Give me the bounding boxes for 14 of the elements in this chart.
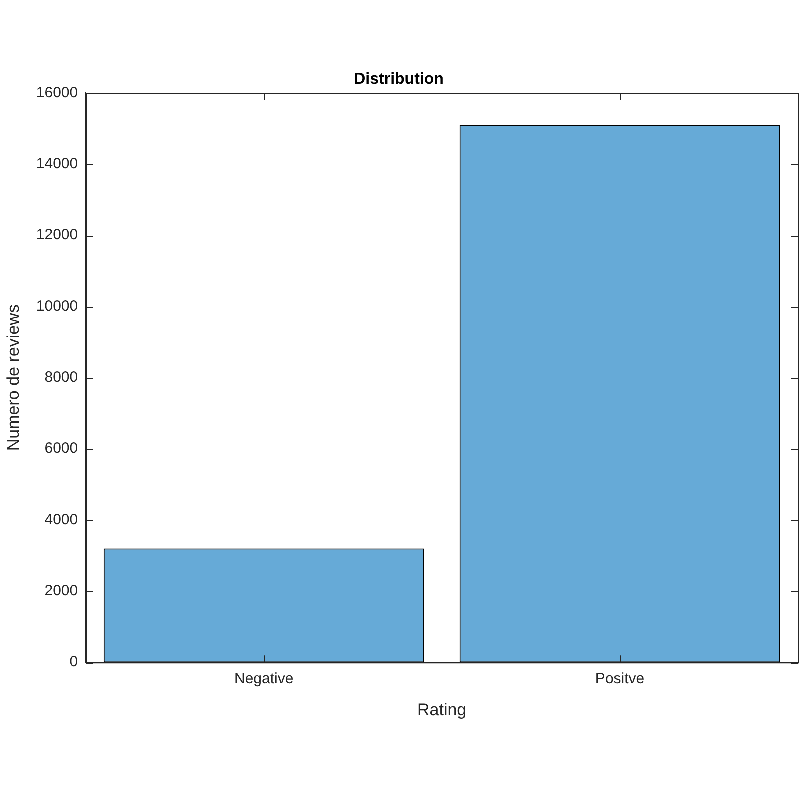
y-tick-label: 4000 xyxy=(44,511,78,528)
y-tick-label: 6000 xyxy=(44,440,78,458)
y-tick-label: 14000 xyxy=(36,156,78,173)
y-tick-label: 2000 xyxy=(44,582,78,600)
y-tick-label: 10000 xyxy=(36,298,78,315)
y-axis-title: Numero de reviews xyxy=(4,304,23,452)
x-tick-label: Negative xyxy=(234,670,294,688)
x-axis-title: Rating xyxy=(417,700,467,720)
chart-title: Distribution xyxy=(354,71,444,88)
y-tick-label: 12000 xyxy=(36,226,78,244)
y-tick-label: 8000 xyxy=(44,369,78,386)
y-tick-label: 0 xyxy=(70,654,78,671)
y-tick-label: 16000 xyxy=(36,84,78,102)
x-tick-label: Positve xyxy=(595,670,645,688)
